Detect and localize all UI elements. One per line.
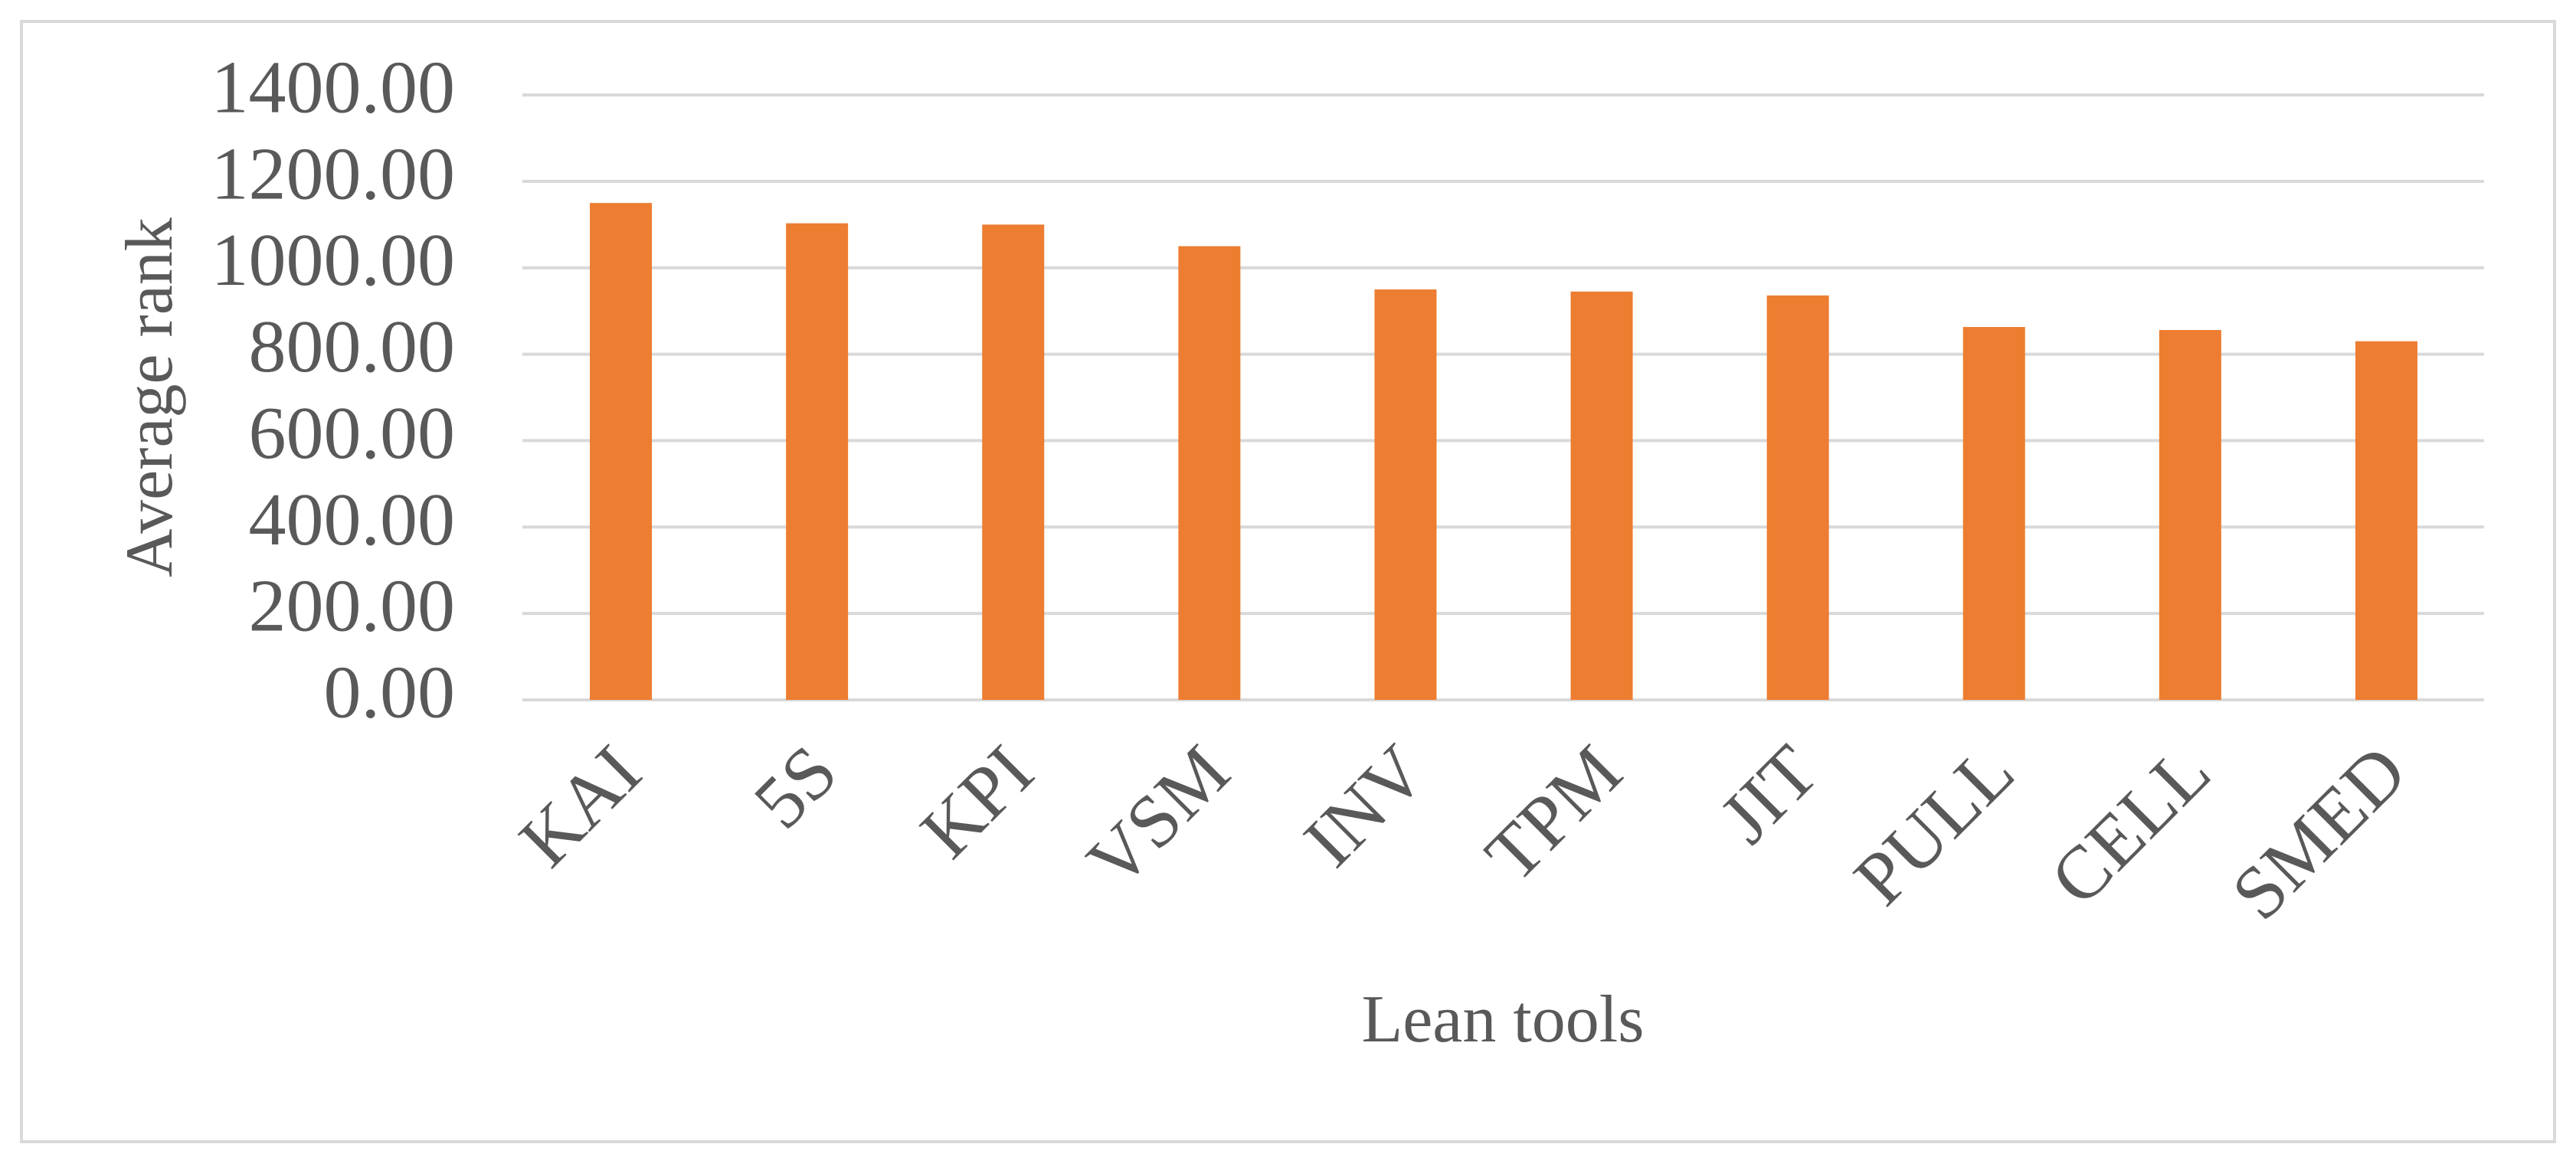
x-axis-title: Lean tools	[1361, 982, 1644, 1057]
y-tick-label: 1200.00	[211, 132, 456, 215]
y-tick-label: 1400.00	[211, 46, 456, 129]
bar	[786, 223, 849, 700]
y-tick-label: 0.00	[324, 651, 456, 734]
bar	[2159, 329, 2221, 700]
bar	[1374, 289, 1437, 700]
bar	[2355, 341, 2417, 700]
bar	[1178, 246, 1241, 700]
y-tick-label: 600.00	[249, 392, 456, 475]
y-tick-label: 800.00	[249, 306, 456, 388]
bar	[1766, 295, 1829, 700]
bar	[982, 224, 1045, 700]
chart-border	[20, 20, 2556, 1143]
bar	[1962, 327, 2025, 700]
bar	[1570, 291, 1633, 700]
bar	[590, 203, 653, 701]
y-tick-label: 400.00	[249, 479, 456, 561]
y-tick-label: 200.00	[249, 565, 456, 648]
y-axis-title: Average rank	[113, 217, 187, 577]
y-tick-label: 1000.00	[211, 219, 456, 302]
